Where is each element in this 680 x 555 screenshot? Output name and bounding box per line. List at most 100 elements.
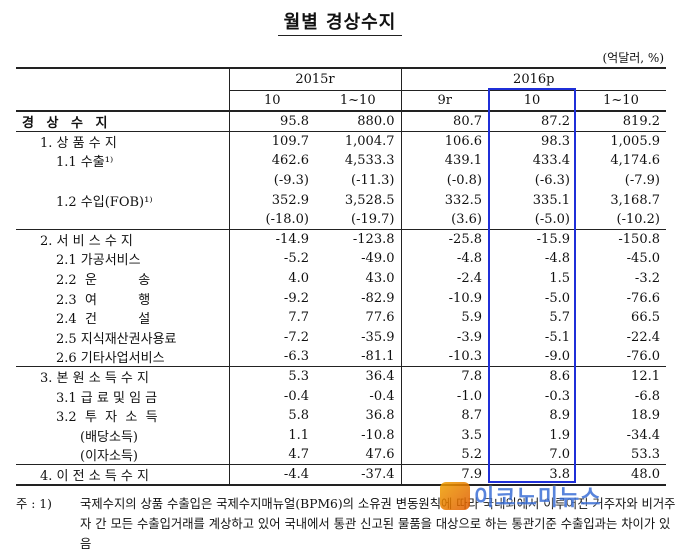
cell: 880.0 [315, 110, 401, 132]
cell: 1.9 [549, 427, 570, 443]
cell: -49.0 [361, 251, 395, 267]
cell: 5.3 [228, 366, 315, 387]
cell: -10.8 [361, 427, 395, 443]
cell: -1.0 [400, 386, 488, 406]
cell: 87.2 [488, 110, 576, 132]
cell: 439.1 [400, 151, 488, 171]
cell: 12.1 [576, 366, 666, 387]
header-blank-2 [16, 90, 229, 111]
cell: 1,004.7 [344, 134, 395, 150]
row-label: 2.1 가공서비스 [56, 253, 141, 269]
table-row: 2.4 건 설 7.7 77.6 5.9 5.7 66.5 [16, 307, 666, 328]
cell: 1,005.9 [610, 134, 660, 150]
cell: 3.5 [400, 425, 488, 445]
cell: -6.8 [634, 388, 660, 404]
cell: 18.9 [631, 408, 660, 424]
cell: -10.9 [400, 288, 488, 308]
cell: (-6.3) [534, 172, 570, 188]
cell: 43.0 [365, 270, 395, 286]
cell: 109.7 [228, 131, 315, 152]
header-year-2015: 2015r [228, 68, 401, 91]
row-label: (이자소득) [80, 449, 138, 465]
cell: (-18.0) [228, 209, 315, 230]
cell: -5.0 [544, 290, 570, 306]
cell: 48.0 [576, 464, 666, 487]
cell: -123.8 [315, 228, 401, 250]
header-col-3: 9r [400, 90, 488, 111]
cell: -0.4 [369, 388, 395, 404]
cell: 5.7 [549, 310, 570, 326]
watermark: 이코노미뉴스 [440, 478, 680, 514]
cell: 5.9 [400, 307, 488, 328]
table-row: 2.2 운 송 4.0 43.0 -2.4 1.5 -3.2 [16, 268, 666, 289]
cell: -0.4 [228, 386, 315, 406]
cell: -0.3 [544, 388, 570, 404]
cell: (-19.7) [351, 211, 395, 227]
cell: -4.4 [228, 464, 315, 487]
table-row: 3.2 투 자 소 득 5.8 36.8 8.7 8.9 18.9 [16, 405, 666, 426]
row-label: 2.4 건 설 [56, 312, 151, 328]
table-row: 2. 서 비 스 수 지 -14.9 -123.8 -25.8 -15.9 -1… [16, 228, 666, 250]
table-row: 2.3 여 행 -9.2 -82.9 -10.9 -5.0 -76.6 [16, 288, 666, 308]
cell: 8.9 [549, 408, 570, 424]
row-label [16, 171, 229, 191]
cell: -82.9 [361, 290, 395, 306]
row-label: (배당소득) [80, 429, 138, 445]
cell: 462.6 [228, 151, 315, 171]
watermark-logo-icon [440, 482, 470, 510]
cell: (-0.8) [400, 170, 488, 191]
cell: -6.3 [228, 347, 315, 367]
cell: 1.1 [228, 425, 315, 445]
cell: 7.8 [400, 366, 488, 387]
highlight-box [488, 88, 576, 483]
cell: -3.2 [634, 270, 660, 286]
cell: -76.0 [626, 349, 660, 365]
row-label: 3.2 투 자 소 득 [56, 410, 158, 426]
table-row: 2.5 지식재산권사용료 -7.2 -35.9 -3.9 -5.1 -22.4 [16, 327, 666, 348]
cell: (-10.2) [616, 211, 660, 227]
cell: -4.8 [400, 249, 488, 269]
cell: 7.0 [549, 447, 570, 463]
header-blank [16, 68, 229, 90]
row-label: 2.5 지식재산권사용료 [56, 331, 177, 347]
cell: -37.4 [315, 464, 401, 487]
table-row: 2.6 기타사업서비스 -6.3 -81.1 -10.3 -9.0 -76.0 [16, 347, 666, 367]
table-row: 4. 이 전 소 득 수 지 -4.4 -37.4 7.9 3.8 48.0 [16, 464, 666, 487]
cell: 5.8 [228, 405, 315, 426]
footnote-mark: 주 : 1) [16, 497, 52, 511]
cell: -35.9 [361, 329, 395, 345]
cell: 80.7 [400, 110, 488, 132]
cell: -9.0 [544, 349, 570, 365]
cell: -14.9 [228, 228, 315, 250]
row-label [16, 210, 229, 230]
cell: (3.6) [400, 209, 488, 230]
unit-label: (억달러, %) [602, 51, 664, 65]
table-row: (-9.3) (-11.3) (-0.8) (-6.3) (-7.9) [16, 170, 666, 191]
cell: 4.7 [228, 445, 315, 465]
cell: 352.9 [228, 190, 315, 210]
table-row: (이자소득) 4.7 47.6 5.2 7.0 53.3 [16, 445, 666, 465]
cell: -150.8 [576, 228, 666, 250]
row-label: 2. 서 비 스 수 지 [16, 228, 229, 250]
cell: 1.5 [549, 270, 570, 286]
cell: -10.3 [400, 347, 488, 367]
bop-table: 2015r 2016p 10 1~10 9r 10 1~10 경 상 수 지 9… [16, 67, 666, 487]
cell: 8.7 [400, 405, 488, 426]
cell: (-11.3) [351, 172, 395, 188]
header-col-5: 1~10 [603, 92, 639, 108]
cell: 95.8 [228, 110, 315, 132]
cell: 433.4 [532, 153, 570, 169]
row-label: 2.2 운 송 [56, 272, 151, 288]
cell: 332.5 [400, 190, 488, 210]
cell: 5.2 [400, 445, 488, 465]
table-row: 3.1 급 료 및 임 금 -0.4 -0.4 -1.0 -0.3 -6.8 [16, 386, 666, 406]
cell: 106.6 [400, 131, 488, 152]
cell: 3,168.7 [610, 192, 660, 208]
footnote-text: 국제수지의 상품 수출입은 국제수지매뉴얼(BPM6)의 소유권 변동원칙에 따… [80, 497, 676, 551]
page-title: 월별 경상수지 [0, 8, 680, 36]
cell: -5.1 [544, 329, 570, 345]
cell: -25.8 [400, 228, 488, 250]
cell: 4.0 [228, 268, 315, 289]
header-year-2016: 2016p [400, 68, 666, 91]
row-label: 1. 상 품 수 지 [40, 136, 117, 152]
